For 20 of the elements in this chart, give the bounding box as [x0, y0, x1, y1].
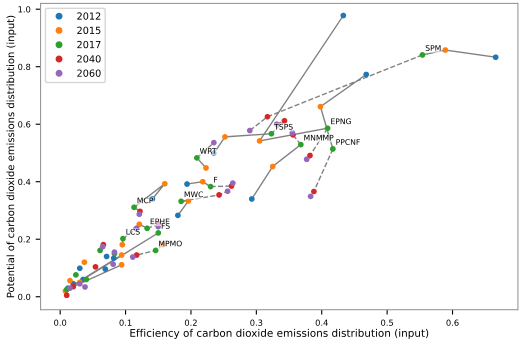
- x-tick-label: 0.1: [119, 320, 132, 326]
- x-tick-label: 0.5: [381, 320, 394, 326]
- y-tick-label: 0.2: [18, 236, 30, 243]
- x-tick-label: 0.4: [316, 320, 328, 326]
- y-tick-label: 0.8: [18, 64, 30, 70]
- y-tick-label: 0.0: [18, 294, 30, 300]
- legend-label: 2040: [77, 55, 101, 63]
- x-tick-label: 0.6: [446, 320, 459, 326]
- x-tick-label: 0.0: [54, 320, 66, 326]
- y-axis-title: Potential of carbon dioxide emissions distribution (input): [6, 16, 16, 298]
- x-tick-label: 0.3: [250, 320, 262, 326]
- legend-label: 2015: [77, 26, 100, 34]
- legend-label: 2060: [77, 69, 101, 77]
- legend-label: 2017: [77, 40, 100, 48]
- legend-label: 2012: [77, 12, 100, 20]
- y-tick-label: 0.6: [18, 121, 30, 128]
- y-tick-label: 1.0: [18, 6, 30, 12]
- x-axis-title: Efficiency of carbon dioxide emissions distribution (input): [130, 328, 428, 339]
- y-tick-label: 0.4: [18, 178, 30, 186]
- x-tick-label: 0.2: [184, 320, 197, 326]
